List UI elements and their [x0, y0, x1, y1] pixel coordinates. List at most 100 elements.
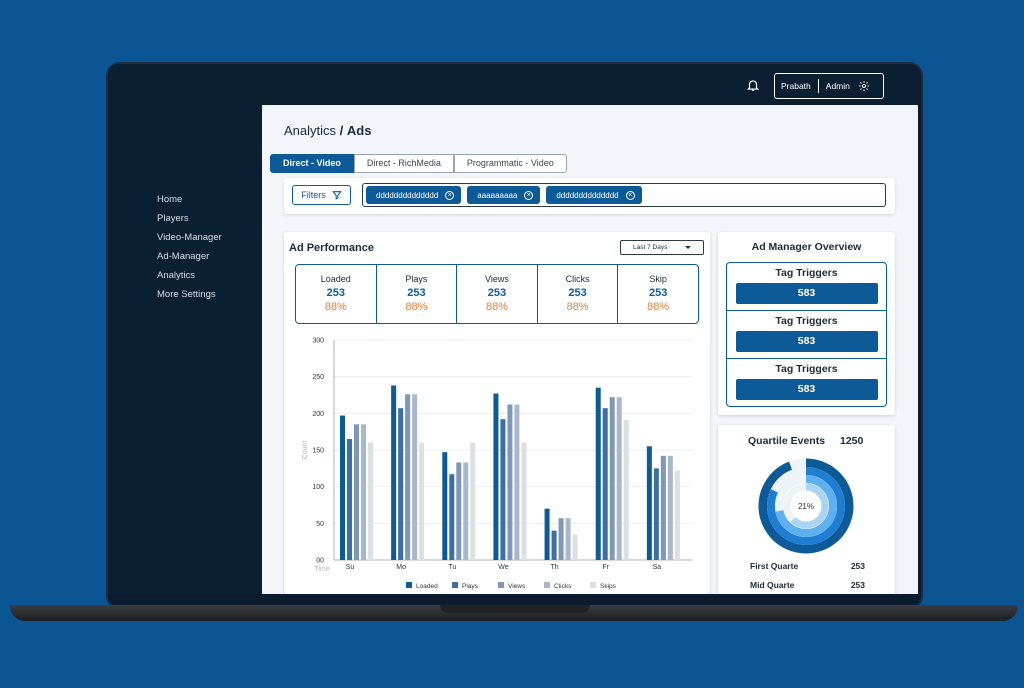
legend-label: Loaded — [416, 583, 438, 590]
x-tick-label: We — [498, 564, 508, 571]
close-icon[interactable]: × — [445, 190, 455, 200]
tag-trigger-value: 583 — [735, 331, 878, 352]
sidebar-item-ad-manager[interactable]: Ad-Manager — [157, 251, 210, 262]
bar-plays — [500, 419, 506, 560]
bar-clicks — [667, 455, 673, 560]
bar-clicks — [616, 397, 622, 560]
bar-skips — [470, 442, 476, 560]
metric-views: Views 253 88% — [457, 265, 538, 323]
bar-skips — [521, 442, 527, 560]
metric-label: Loaded — [320, 274, 351, 284]
breadcrumb-parent[interactable]: Analytics — [284, 123, 337, 138]
tag-trigger-value: 583 — [735, 379, 878, 400]
metric-percent: 88% — [405, 301, 428, 313]
laptop-notch — [440, 605, 590, 613]
bar-clicks — [361, 424, 366, 560]
ring-arc — [767, 467, 845, 545]
bar-views — [609, 397, 615, 560]
ring-center-label: 21% — [798, 502, 814, 511]
date-range-value: Last 7 Days — [633, 244, 668, 251]
tab-direct-video[interactable]: Direct - Video — [270, 154, 354, 173]
tab-direct-richmedia[interactable]: Direct - RichMedia — [353, 154, 454, 173]
bar-clicks — [565, 518, 571, 560]
bar-views — [507, 404, 513, 560]
ad-performance-chart: 00 50 100 150 200 250 300 Count Time Su Mo Tu We Th Fr… — [302, 338, 692, 590]
metric-clicks: Clicks 253 88% — [538, 265, 619, 323]
ad-performance-title: Ad Performance — [289, 242, 374, 254]
filters-button-label: Filters — [301, 190, 326, 200]
quartile-row-mid: Mid Quarte 253 — [750, 580, 865, 590]
tab-programmatic-video[interactable]: Programmatic - Video — [453, 154, 567, 173]
sidebar-item-home[interactable]: Home — [157, 194, 183, 205]
legend-swatch — [406, 582, 412, 588]
overview-title: Ad Manager Overview — [751, 241, 862, 253]
legend-label: Views — [508, 583, 526, 590]
bar-loaded — [595, 387, 601, 560]
metric-value: 253 — [326, 287, 345, 299]
top-bar: Prabath Admin — [108, 64, 918, 104]
bar-loaded — [442, 452, 448, 560]
bar-clicks — [514, 404, 520, 560]
legend-swatch — [590, 582, 596, 588]
filters-button[interactable]: Filters — [292, 185, 351, 205]
bar-views — [456, 462, 462, 560]
sidebar-item-more-settings[interactable]: More Settings — [157, 289, 216, 300]
bar-skips — [623, 419, 629, 560]
filter-chip-input[interactable]: dddddddddddddd × aaaaaaaaa × ddddddddddd… — [362, 183, 886, 207]
gear-icon[interactable] — [858, 80, 870, 92]
bar-plays — [602, 408, 608, 560]
tag-trigger-item: Tag Triggers 583 — [727, 359, 886, 407]
metric-label: Skip — [649, 274, 667, 284]
tag-trigger-label: Tag Triggers — [775, 267, 838, 279]
tag-trigger-item: Tag Triggers 583 — [727, 311, 886, 359]
y-tick-label: 300 — [312, 338, 324, 345]
ad-type-tabs: Direct - Video Direct - RichMedia Progra… — [270, 154, 567, 173]
metric-label: Views — [485, 274, 509, 284]
tag-trigger-label: Tag Triggers — [775, 363, 838, 375]
close-icon[interactable]: × — [524, 190, 534, 200]
x-tick-label: Su — [346, 564, 355, 571]
metric-percent: 88% — [324, 301, 347, 313]
bar-loaded — [646, 446, 652, 560]
metric-percent: 88% — [647, 301, 670, 313]
tag-trigger-item: Tag Triggers 583 — [727, 263, 886, 311]
bar-loaded — [544, 508, 550, 560]
y-tick-label: 100 — [312, 484, 324, 491]
y-tick-label: 50 — [316, 521, 324, 528]
bell-icon[interactable] — [746, 78, 760, 92]
bar-plays — [653, 468, 659, 560]
y-tick-label: 250 — [312, 374, 324, 381]
x-tick-label: Tu — [448, 564, 456, 571]
user-menu[interactable]: Prabath Admin — [774, 73, 884, 99]
bar-loaded — [340, 415, 345, 560]
metric-label: Plays — [405, 274, 428, 284]
bar-views — [660, 455, 666, 560]
x-tick-label: Th — [550, 564, 558, 571]
legend-label: Clicks — [554, 583, 572, 590]
ad-manager-overview-card: Ad Manager Overview Tag Triggers 583 Tag… — [718, 232, 895, 415]
filter-chip: dddddddddddddd × — [366, 186, 462, 204]
date-range-select[interactable]: Last 7 Days — [620, 240, 704, 255]
filter-icon — [331, 191, 342, 200]
sidebar-item-players[interactable]: Players — [157, 213, 189, 224]
y-tick-label: 00 — [316, 558, 324, 565]
metric-label: Clicks — [565, 274, 590, 284]
bar-skips — [674, 470, 680, 560]
bar-views — [558, 518, 564, 560]
user-name: Prabath — [781, 81, 811, 91]
bar-skips — [419, 442, 425, 560]
legend-swatch — [498, 582, 504, 588]
quartile-total: 1250 — [840, 435, 864, 447]
bar-plays — [551, 530, 557, 560]
x-tick-label: Mo — [396, 564, 406, 571]
sidebar-item-video-manager[interactable]: Video-Manager — [157, 232, 222, 243]
metric-percent: 88% — [566, 301, 589, 313]
close-icon[interactable]: × — [625, 190, 635, 200]
quartile-row-value: 253 — [850, 580, 865, 590]
quartile-radial-chart: 21% — [758, 458, 854, 554]
bar-plays — [398, 408, 404, 560]
user-role: Admin — [825, 81, 850, 91]
metric-skip: Skip 253 88% — [618, 265, 698, 323]
metric-value: 253 — [648, 287, 668, 299]
sidebar-item-analytics[interactable]: Analytics — [157, 270, 196, 281]
